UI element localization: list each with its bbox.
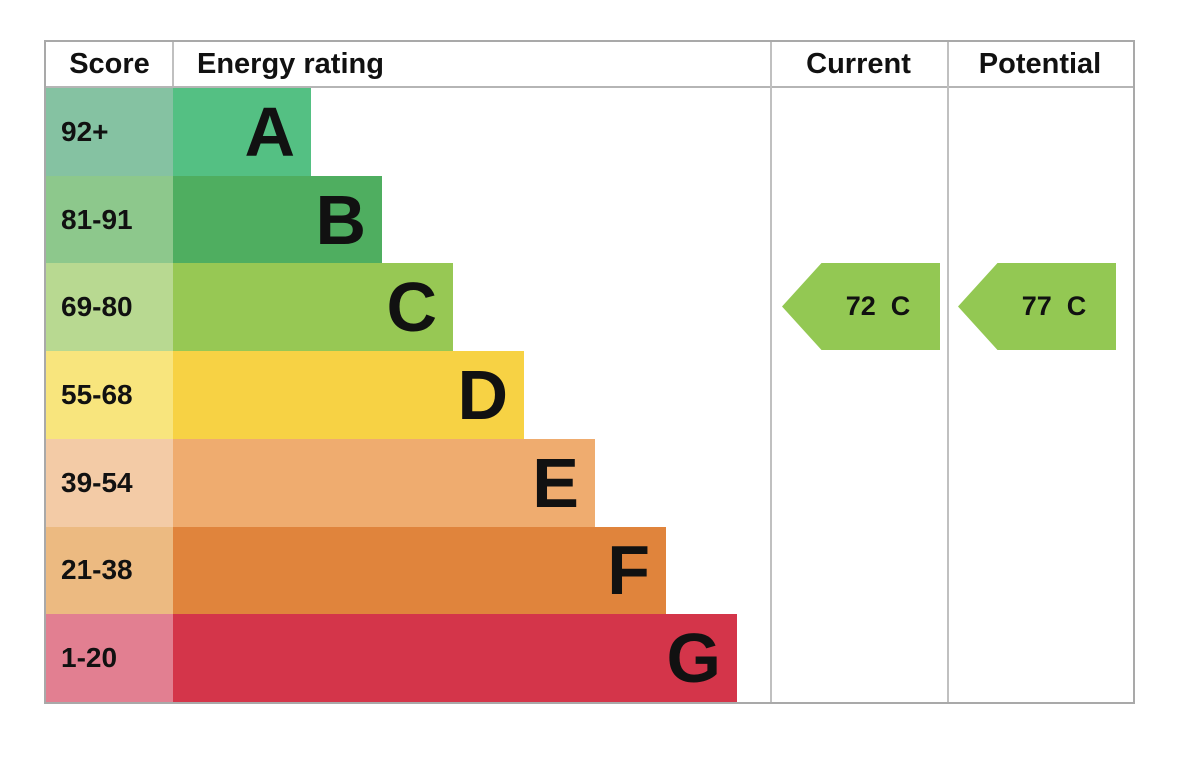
score-cell-c: 69-80 (46, 263, 173, 352)
score-cell-e: 39-54 (46, 438, 173, 527)
band-letter-a: A (244, 92, 295, 171)
header-current: Current (806, 47, 911, 80)
rating-bar-c: C (173, 263, 453, 352)
band-row-f: 21-38 F (46, 526, 770, 615)
rating-bar-d: D (173, 351, 524, 439)
potential-column-divider (947, 42, 949, 702)
band-row-g: 1-20 G (46, 614, 770, 703)
band-letter-c: C (386, 268, 437, 347)
rating-bar-b: B (173, 175, 382, 264)
header-score: Score (69, 47, 150, 80)
score-cell-b: 81-91 (46, 175, 173, 264)
rating-bar-f: F (173, 526, 666, 615)
current-column-divider (770, 42, 772, 702)
header-potential: Potential (978, 47, 1102, 80)
table-header: Score Energy rating Current Potential (46, 42, 1133, 86)
band-row-c: 69-80 C (46, 263, 770, 352)
rating-bar-a: A (173, 88, 311, 176)
band-row-b: 81-91 B (46, 175, 770, 264)
epc-table: Score Energy rating Current Potential 92… (44, 40, 1135, 704)
current-rating-value: 72 (845, 291, 876, 321)
current-rating-arrow: 72 C (782, 263, 940, 350)
rating-bar-e: E (173, 438, 595, 527)
current-rating-letter: C (890, 291, 911, 321)
potential-rating-value: 77 (1021, 291, 1052, 321)
potential-rating-letter: C (1066, 291, 1087, 321)
band-row-d: 55-68 D (46, 351, 770, 439)
potential-rating-arrow: 77 C (958, 263, 1116, 350)
band-letter-g: G (666, 619, 721, 698)
band-letter-d: D (457, 356, 508, 435)
header-energy-rating: Energy rating (197, 47, 384, 80)
band-letter-f: F (607, 531, 650, 610)
rating-bands: 92+ A 81-91 B 69-80 C 55-68 D (46, 88, 770, 703)
score-cell-a: 92+ (46, 88, 173, 176)
header-divider (46, 86, 1133, 88)
band-letter-b: B (315, 180, 366, 259)
rating-bar-g: G (173, 614, 737, 703)
band-row-e: 39-54 E (46, 438, 770, 527)
band-letter-e: E (532, 443, 579, 522)
band-row-a: 92+ A (46, 88, 770, 176)
score-column-divider (172, 42, 174, 86)
score-cell-d: 55-68 (46, 351, 173, 439)
score-cell-f: 21-38 (46, 526, 173, 615)
score-cell-g: 1-20 (46, 614, 173, 703)
